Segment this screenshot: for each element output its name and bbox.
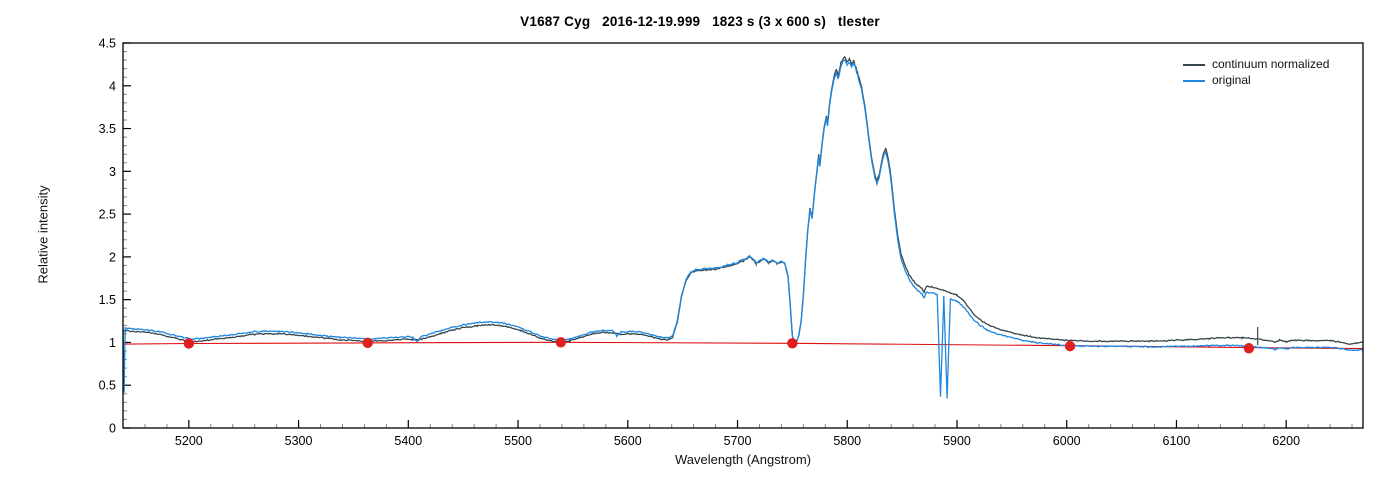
plot-border [122, 42, 1364, 429]
continuum-anchor-point [1064, 340, 1076, 352]
continuum-anchor-point [183, 338, 195, 349]
x-axis-tick-label: 5300 [285, 434, 313, 448]
y-axis-tick-label: 0.5 [99, 379, 116, 393]
x-axis-title: Wavelength (Angstrom) [674, 452, 812, 467]
y-axis-tick-label: 4.5 [99, 37, 116, 51]
continuum-anchor-point [555, 337, 567, 348]
legend-label-continuum-normalized: continuum normalized [1212, 57, 1330, 71]
y-axis-tick-label: 3.5 [99, 122, 116, 136]
x-axis-tick-label: 6000 [1053, 434, 1081, 448]
y-axis-tick-label: 1.5 [99, 293, 116, 307]
x-axis-tick-label: 5800 [833, 434, 861, 448]
x-axis-tick-label: 6200 [1272, 434, 1300, 448]
y-axis-tick-label: 2 [109, 250, 116, 264]
continuum-anchor-point [787, 338, 798, 349]
legend-line-swatch-original [1183, 79, 1205, 82]
legend-item-continuum-normalized: continuum normalized [1183, 58, 1329, 71]
series-continuum-fit-line [123, 341, 1363, 350]
x-axis-tick-label: 5600 [614, 434, 642, 448]
legend-item-original: original [1183, 74, 1329, 87]
y-axis-tick-label: 0 [109, 422, 116, 436]
series-original-path [123, 59, 1363, 399]
continuum-anchor-point [362, 337, 373, 349]
x-axis-tick-label: 5200 [175, 434, 203, 448]
y-axis-tick-label: 1 [109, 336, 116, 350]
legend: continuum normalized original [1183, 58, 1329, 87]
x-axis-tick-label: 5500 [504, 434, 532, 448]
x-axis-tick-label: 5900 [943, 434, 971, 448]
series-continuum-normalized-path [123, 55, 1363, 345]
x-axis-tick-label: 5700 [724, 434, 752, 448]
chart-title: V1687 Cyg 2016-12-19.999 1823 s (3 x 600… [520, 14, 880, 29]
x-axis-tick-label: 6100 [1163, 434, 1191, 448]
y-axis-tick-label: 4 [109, 79, 116, 93]
continuum-anchor-point [1243, 343, 1255, 354]
y-axis-tick-label: 2.5 [99, 208, 116, 222]
y-axis-tick-label: 3 [109, 165, 116, 179]
x-axis-tick-label: 5400 [394, 434, 422, 448]
legend-label-original: original [1212, 73, 1251, 87]
legend-line-swatch-continuum-normalized [1183, 63, 1205, 66]
